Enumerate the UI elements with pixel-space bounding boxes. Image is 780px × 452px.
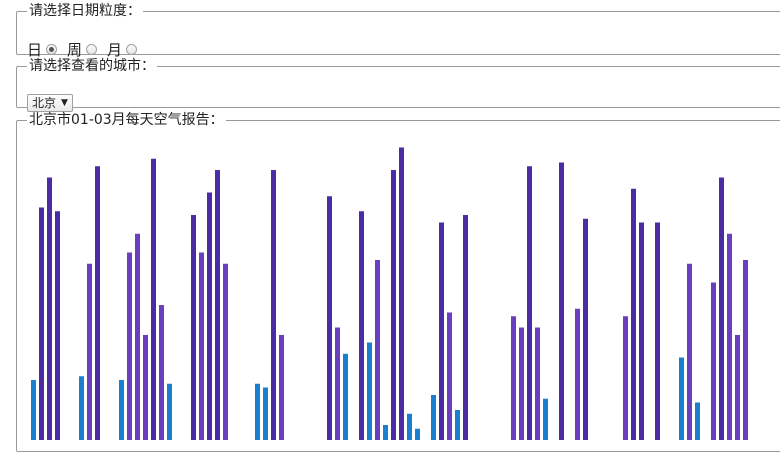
radio-day[interactable]: [46, 44, 58, 55]
chart-bar: [47, 177, 52, 440]
chart-bar: [575, 308, 580, 440]
chart-bar: [415, 428, 420, 440]
city-fieldset: 请选择查看的城市： 北京 ▼: [16, 58, 780, 112]
granularity-fieldset: 请选择日期粒度： 日 周 月: [16, 3, 780, 59]
chevron-down-icon: ▼: [61, 98, 68, 108]
chart-bar: [167, 383, 172, 440]
chart-bar: [215, 170, 220, 440]
radio-option-day[interactable]: 日: [27, 39, 58, 60]
chart-bar: [543, 398, 548, 440]
chart-bar: [439, 222, 444, 440]
chart-bar: [455, 410, 460, 440]
chart-bar: [639, 222, 644, 440]
chart-bar: [335, 327, 340, 440]
chart-bar: [687, 263, 692, 440]
aqi-bar-chart: [31, 147, 748, 440]
chart-bar: [631, 188, 636, 440]
chart-bar: [39, 207, 44, 440]
chart-bar: [583, 218, 588, 440]
chart-bar: [127, 252, 132, 440]
chart-bar: [199, 252, 204, 440]
chart-bar: [527, 166, 532, 440]
chart-bar: [135, 233, 140, 440]
chart-bar: [55, 211, 60, 440]
chart-bar: [535, 327, 540, 440]
chart-bar: [431, 395, 436, 440]
chart-bar: [31, 380, 36, 440]
chart-bar: [279, 335, 284, 440]
radio-option-month[interactable]: 月: [107, 39, 138, 60]
chart-bar: [95, 166, 100, 440]
granularity-radio-group: 日 周 月: [27, 39, 147, 60]
radio-option-week[interactable]: 周: [67, 39, 98, 60]
report-legend: 北京市01-03月每天空气报告：: [29, 112, 224, 128]
radio-label-week: 周: [67, 41, 83, 59]
city-legend: 请选择查看的城市：: [29, 58, 155, 74]
chart-bar: [191, 215, 196, 440]
chart-bar: [383, 425, 388, 440]
chart-bar: [391, 170, 396, 440]
chart-bar: [159, 305, 164, 440]
chart-bar: [463, 215, 468, 440]
radio-month[interactable]: [126, 44, 138, 55]
chart-bar: [223, 263, 228, 440]
chart-bar: [327, 196, 332, 440]
chart-bar: [271, 170, 276, 440]
chart-bar: [263, 387, 268, 440]
chart-bar: [367, 342, 372, 440]
chart-bar: [447, 312, 452, 440]
chart-bar: [343, 353, 348, 440]
granularity-legend: 请选择日期粒度：: [29, 3, 141, 19]
chart-bar: [79, 376, 84, 440]
chart-bar: [719, 177, 724, 440]
chart-bar: [207, 192, 212, 440]
city-select[interactable]: 北京 ▼: [27, 94, 73, 112]
radio-label-month: 月: [107, 41, 123, 59]
chart-bar: [623, 316, 628, 440]
chart-bar: [511, 316, 516, 440]
chart-bar: [87, 263, 92, 440]
chart-bar: [727, 233, 732, 440]
chart-bar: [407, 413, 412, 440]
radio-week[interactable]: [86, 44, 98, 55]
chart-bar: [119, 380, 124, 440]
chart-bar: [255, 383, 260, 440]
chart-bar: [711, 282, 716, 440]
radio-label-day: 日: [27, 41, 43, 59]
chart-bar: [735, 335, 740, 440]
chart-bar: [519, 327, 524, 440]
chart-bar: [679, 357, 684, 440]
chart-bar: [655, 222, 660, 440]
chart-bar: [143, 335, 148, 440]
chart-bar: [375, 260, 380, 440]
chart-bar: [559, 162, 564, 440]
chart-bar: [151, 158, 156, 440]
city-select-value: 北京: [32, 96, 57, 110]
chart-bar: [743, 260, 748, 440]
chart-bar: [695, 402, 700, 440]
chart-bar: [359, 211, 364, 440]
chart-bar: [399, 147, 404, 440]
